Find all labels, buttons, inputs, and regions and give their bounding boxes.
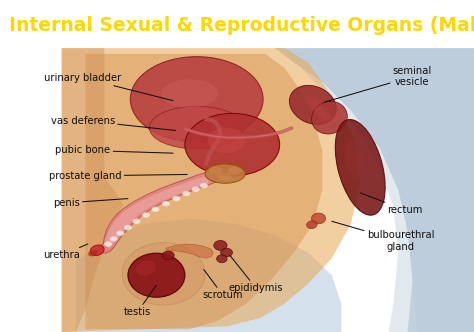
Ellipse shape	[311, 101, 347, 134]
Text: urethra: urethra	[43, 244, 88, 260]
Polygon shape	[95, 172, 217, 253]
Circle shape	[143, 213, 149, 217]
Polygon shape	[275, 48, 474, 332]
Circle shape	[152, 208, 159, 211]
Ellipse shape	[220, 248, 232, 257]
Polygon shape	[166, 244, 213, 258]
Text: rectum: rectum	[360, 193, 423, 215]
Ellipse shape	[130, 57, 263, 142]
Text: prostate gland: prostate gland	[49, 171, 187, 181]
Polygon shape	[62, 48, 123, 332]
Text: seminal
vesicle: seminal vesicle	[325, 66, 432, 102]
Ellipse shape	[205, 164, 246, 183]
Circle shape	[173, 197, 180, 201]
Circle shape	[192, 187, 199, 191]
Ellipse shape	[136, 260, 156, 276]
Text: urinary bladder: urinary bladder	[45, 73, 173, 101]
Text: bulbourethral
gland: bulbourethral gland	[332, 221, 434, 252]
Circle shape	[125, 225, 131, 229]
Polygon shape	[275, 48, 417, 332]
Ellipse shape	[345, 140, 365, 177]
Ellipse shape	[307, 221, 317, 229]
Ellipse shape	[307, 96, 319, 106]
Text: scrotum: scrotum	[202, 270, 243, 300]
Ellipse shape	[318, 111, 331, 121]
Circle shape	[183, 192, 190, 196]
Ellipse shape	[149, 106, 244, 149]
Ellipse shape	[335, 120, 385, 215]
Ellipse shape	[219, 172, 232, 180]
Text: penis: penis	[53, 198, 128, 208]
Ellipse shape	[88, 250, 98, 256]
Circle shape	[201, 184, 207, 188]
Text: Internal Sexual & Reproductive Organs (Male): Internal Sexual & Reproductive Organs (M…	[9, 16, 474, 35]
Circle shape	[133, 219, 140, 223]
Ellipse shape	[311, 213, 326, 224]
Ellipse shape	[217, 255, 227, 263]
Text: testis: testis	[124, 285, 156, 317]
Ellipse shape	[122, 243, 205, 305]
Polygon shape	[76, 218, 341, 332]
Ellipse shape	[314, 106, 327, 116]
Ellipse shape	[185, 114, 280, 176]
Polygon shape	[62, 48, 360, 332]
Ellipse shape	[208, 127, 246, 153]
Ellipse shape	[290, 85, 336, 124]
Polygon shape	[85, 54, 322, 332]
Circle shape	[110, 237, 117, 241]
Ellipse shape	[209, 167, 222, 175]
Text: pubic bone: pubic bone	[55, 145, 173, 155]
Text: vas deferens: vas deferens	[51, 116, 175, 130]
Circle shape	[105, 242, 111, 246]
Ellipse shape	[161, 79, 218, 108]
Ellipse shape	[162, 251, 174, 260]
Circle shape	[117, 231, 124, 235]
Polygon shape	[105, 176, 210, 248]
Ellipse shape	[214, 240, 227, 250]
Circle shape	[163, 202, 169, 206]
Ellipse shape	[310, 101, 323, 111]
Ellipse shape	[90, 245, 104, 256]
Ellipse shape	[128, 253, 185, 297]
Text: epididymis: epididymis	[229, 255, 283, 293]
Ellipse shape	[228, 167, 241, 175]
